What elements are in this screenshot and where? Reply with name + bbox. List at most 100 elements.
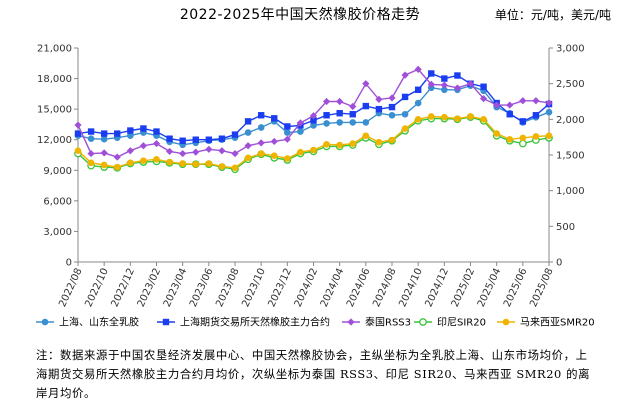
data-point — [296, 119, 305, 127]
legend-label: 马来西亚SMR20 — [520, 317, 595, 329]
left-tick-label: 3,000 — [43, 227, 72, 238]
data-point — [545, 108, 553, 116]
right-tick-label: 1,500 — [556, 151, 585, 162]
data-point — [545, 99, 553, 107]
x-tick-label: 2025/06 — [502, 267, 530, 309]
x-tick-label: 2024/10 — [397, 267, 425, 309]
x-tick-label: 2023/08 — [214, 267, 242, 309]
data-point — [349, 102, 357, 111]
unit-label: 单位：元/吨，美元/吨 — [494, 8, 611, 22]
data-point — [336, 119, 343, 126]
legend-swatch-marker — [419, 318, 427, 326]
legend-label: 泰国RSS3 — [365, 316, 411, 329]
data-point — [284, 123, 291, 130]
x-tick-label: 2024/12 — [424, 267, 452, 309]
data-point — [375, 105, 383, 113]
data-point — [192, 160, 200, 168]
data-point — [87, 159, 95, 167]
data-point — [375, 138, 383, 146]
data-point — [427, 80, 435, 88]
data-point — [244, 129, 252, 136]
data-point — [100, 135, 108, 143]
data-point — [323, 112, 330, 119]
data-point — [479, 95, 488, 103]
data-point — [310, 146, 317, 154]
data-point — [231, 131, 239, 138]
x-tick-label: 2023/12 — [267, 267, 295, 309]
data-point — [126, 147, 134, 155]
legend-label: 上海、山东全乳胶 — [59, 316, 139, 329]
data-point — [401, 125, 409, 132]
data-point — [309, 112, 318, 120]
series-layer — [74, 65, 553, 174]
data-point — [297, 128, 304, 135]
data-point — [480, 116, 487, 123]
data-point — [466, 80, 475, 88]
data-point — [100, 161, 108, 169]
data-point — [140, 125, 147, 132]
left-tick-label: 0 — [66, 258, 72, 269]
legend-item-1: 上海、山东全乳胶 — [36, 316, 139, 329]
data-point — [388, 103, 396, 111]
series-5 — [74, 113, 553, 172]
legend-swatch-marker — [41, 318, 49, 326]
legend-item-4: 印尼SIR20 — [414, 317, 486, 329]
data-point — [244, 154, 252, 162]
x-tick-label: 2024/06 — [345, 267, 373, 309]
left-tick-label: 9,000 — [43, 166, 72, 177]
x-tick-label: 2025/02 — [450, 267, 478, 309]
data-point — [388, 94, 396, 102]
legend-item-3: 泰国RSS3 — [342, 316, 411, 329]
data-point — [493, 101, 501, 109]
data-point — [87, 128, 95, 135]
data-point — [74, 121, 82, 129]
data-point — [179, 160, 186, 167]
x-tick-label: 2022/08 — [57, 267, 85, 309]
data-point — [362, 132, 370, 140]
legend-item-2: 上海期货交易所天然橡胶主力合约 — [157, 316, 330, 329]
x-tick-label: 2024/08 — [371, 267, 399, 309]
legend-label: 印尼SIR20 — [437, 317, 486, 329]
data-point — [283, 135, 291, 143]
data-point — [87, 149, 95, 158]
data-point — [322, 97, 331, 106]
data-point — [114, 130, 121, 137]
data-point — [336, 110, 343, 117]
left-tick-label: 15,000 — [37, 105, 72, 116]
data-point — [532, 133, 540, 140]
data-point — [388, 136, 396, 144]
footnote: 注：数据来源于中国农垦经济发展中心、中国天然橡胶协会，主纵坐标为全乳胶上海、山东… — [36, 348, 591, 400]
left-tick-label: 12,000 — [37, 135, 72, 146]
data-point — [532, 97, 540, 105]
data-point — [113, 163, 121, 171]
data-point — [388, 111, 396, 119]
data-point — [493, 130, 500, 137]
left-tick-label: 21,000 — [37, 44, 72, 55]
data-point — [401, 93, 409, 101]
x-tick-label: 2024/02 — [293, 267, 321, 309]
data-point — [454, 72, 461, 79]
right-tick-label: 2,500 — [556, 79, 585, 90]
data-point — [140, 157, 147, 165]
chart-title: 2022-2025年中国天然橡胶价格走势 — [179, 7, 421, 23]
x-tick-label: 2022/12 — [110, 267, 138, 309]
data-point — [231, 164, 239, 172]
right-tick-label: 500 — [556, 222, 575, 233]
data-point — [257, 124, 265, 131]
data-point — [453, 84, 462, 92]
data-point — [310, 122, 317, 129]
data-point — [506, 101, 514, 109]
legend-item-5: 马来西亚SMR20 — [497, 317, 595, 329]
legend: 上海、山东全乳胶 上海期货交易所天然橡胶主力合约 泰国RSS3 印尼SIR20 马来西亚… — [36, 316, 595, 329]
data-point — [454, 115, 461, 122]
data-point — [297, 148, 304, 156]
data-point — [127, 159, 134, 167]
data-point — [179, 137, 186, 144]
data-point — [440, 81, 448, 89]
data-point — [336, 141, 343, 149]
x-tick-label: 2022/10 — [83, 267, 111, 309]
data-point — [414, 86, 422, 93]
x-tick-label: 2024/04 — [319, 267, 347, 309]
data-point — [192, 148, 200, 156]
data-point — [218, 163, 226, 170]
